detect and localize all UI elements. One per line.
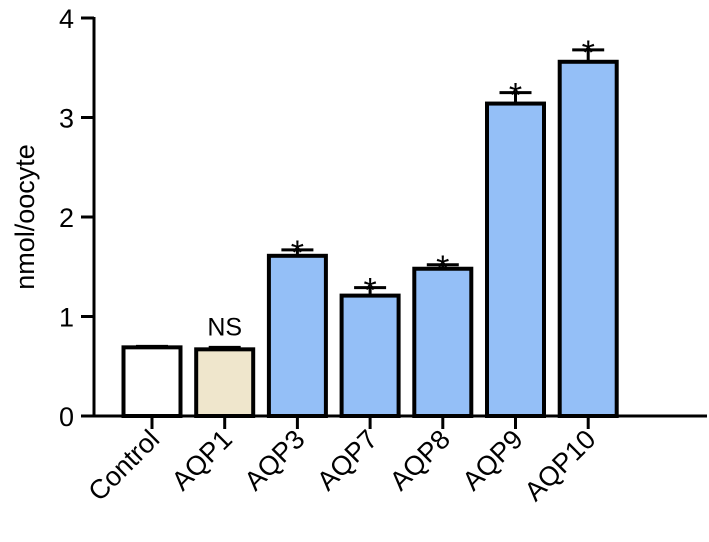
y-tick-label: 4	[59, 4, 74, 34]
annotation-aqp9: *	[509, 77, 522, 115]
bar-aqp7	[339, 293, 401, 419]
bar-control	[121, 345, 183, 418]
bar-aqp8	[412, 266, 474, 418]
annotation-aqp7: *	[363, 272, 376, 310]
error-bar-aqp10	[572, 48, 605, 62]
bar-aqp1	[194, 347, 256, 418]
error-bars	[136, 48, 605, 350]
error-bar-aqp9	[499, 91, 532, 104]
bar-aqp10	[557, 59, 619, 418]
y-tick-label: 0	[59, 402, 74, 432]
y-tick-label: 2	[59, 203, 74, 233]
x-tick-label: AQP10	[519, 424, 602, 507]
bar-aqp9	[485, 101, 546, 418]
annotation-aqp8: *	[436, 249, 449, 287]
error-bar-aqp1	[208, 345, 241, 350]
error-bar-aqp3	[281, 248, 314, 256]
bars	[121, 59, 619, 419]
x-tick-label: AQP7	[311, 424, 383, 496]
x-tick-label: AQP1	[166, 424, 238, 496]
annotation-aqp1: NS	[207, 313, 242, 341]
x-tick-label: Control	[82, 424, 165, 507]
annotation-aqp10: *	[582, 34, 595, 72]
y-axis: 0 1 2 3 4	[59, 4, 96, 432]
x-tick-label: AQP8	[384, 424, 456, 496]
x-tick-label: AQP3	[238, 424, 310, 496]
significance-annotations: NS * * * * *	[207, 34, 594, 342]
annotation-aqp3: *	[291, 234, 304, 272]
error-bar-control	[136, 344, 168, 348]
bar-aqp3	[266, 253, 328, 418]
y-tick-label: 3	[59, 104, 74, 134]
error-bar-aqp7	[354, 286, 387, 296]
y-tick-label: 1	[59, 303, 74, 333]
y-axis-label: nmol/oocyte	[10, 144, 40, 290]
error-bar-aqp8	[426, 263, 459, 269]
